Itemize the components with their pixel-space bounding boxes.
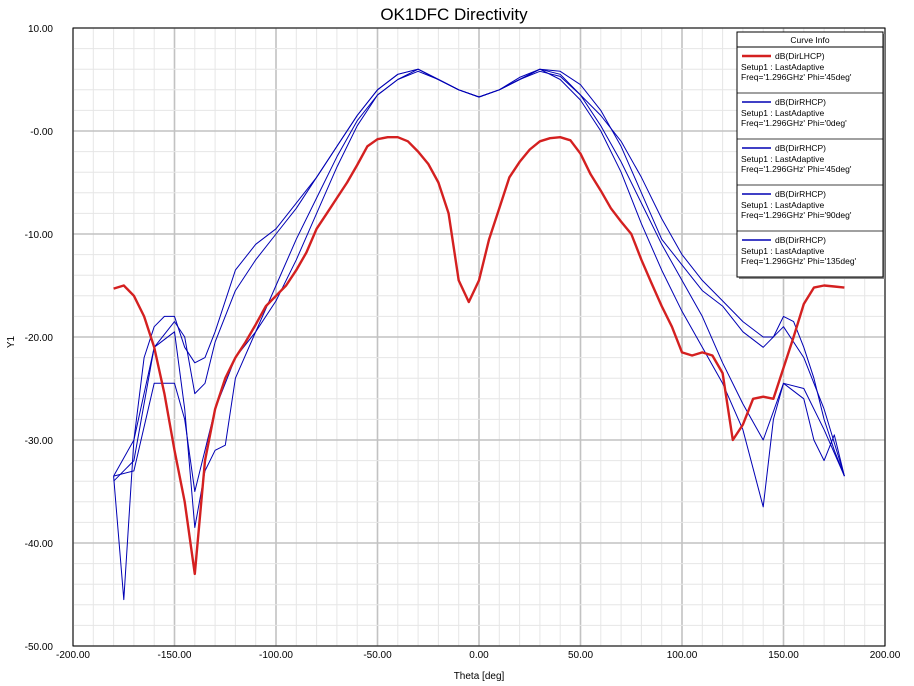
legend-entry-detail: Setup1 : LastAdaptive: [741, 62, 824, 72]
x-tick-label: 0.00: [469, 650, 489, 661]
x-tick-label: -100.00: [259, 650, 293, 661]
plot-curves: [113, 68, 845, 601]
y-tick-label: 10.00: [28, 24, 53, 35]
legend-entry-detail: Freq='1.296GHz' Phi='0deg': [741, 118, 847, 128]
chart-title: OK1DFC Directivity: [380, 5, 528, 24]
y-axis-label: Y1: [6, 335, 17, 348]
legend-box: [736, 31, 884, 278]
legend-entry-detail: Setup1 : LastAdaptive: [741, 200, 824, 210]
x-tick-label: -150.00: [158, 650, 192, 661]
y-tick-label: -40.00: [25, 539, 54, 550]
legend-entry-name: dB(DirRHCP): [775, 189, 826, 199]
legend-entry-detail: Freq='1.296GHz' Phi='90deg': [741, 210, 852, 220]
axis-ticks: -200.00 -150.00 -100.00 -50.00 0.00 50.00 100.…: [25, 24, 901, 661]
x-axis-label: Theta [deg]: [454, 671, 505, 682]
legend-entry-detail: Freq='1.296GHz' Phi='45deg': [741, 72, 852, 82]
series-line-5: [113, 68, 845, 528]
legend-entry-detail: Setup1 : LastAdaptive: [741, 246, 824, 256]
legend-entry-detail: Freq='1.296GHz' Phi='45deg': [741, 164, 852, 174]
legend-entry-detail: Freq='1.296GHz' Phi='135deg': [741, 256, 857, 266]
legend-entry-detail: Setup1 : LastAdaptive: [741, 108, 824, 118]
legend-title: Curve Info: [790, 35, 829, 45]
y-tick-label: -10.00: [25, 230, 54, 241]
series-line-1: [113, 136, 845, 576]
x-tick-label: 50.00: [568, 650, 593, 661]
x-tick-label: -200.00: [56, 650, 90, 661]
plot-frame: [72, 27, 886, 647]
legend-entry-detail: Setup1 : LastAdaptive: [741, 154, 824, 164]
x-tick-label: 150.00: [768, 650, 799, 661]
legend-entry-name: dB(DirRHCP): [775, 235, 826, 245]
y-tick-label: -50.00: [25, 642, 54, 653]
legend-entry-name: dB(DirRHCP): [775, 143, 826, 153]
legend-entry-name: dB(DirRHCP): [775, 97, 826, 107]
x-tick-label: -50.00: [363, 650, 392, 661]
x-tick-label: 100.00: [667, 650, 698, 661]
y-tick-label: -30.00: [25, 436, 54, 447]
legend-entry-name: dB(DirLHCP): [775, 51, 825, 61]
y-tick-label: -0.00: [30, 127, 53, 138]
y-tick-label: -20.00: [25, 333, 54, 344]
x-tick-label: 200.00: [870, 650, 901, 661]
